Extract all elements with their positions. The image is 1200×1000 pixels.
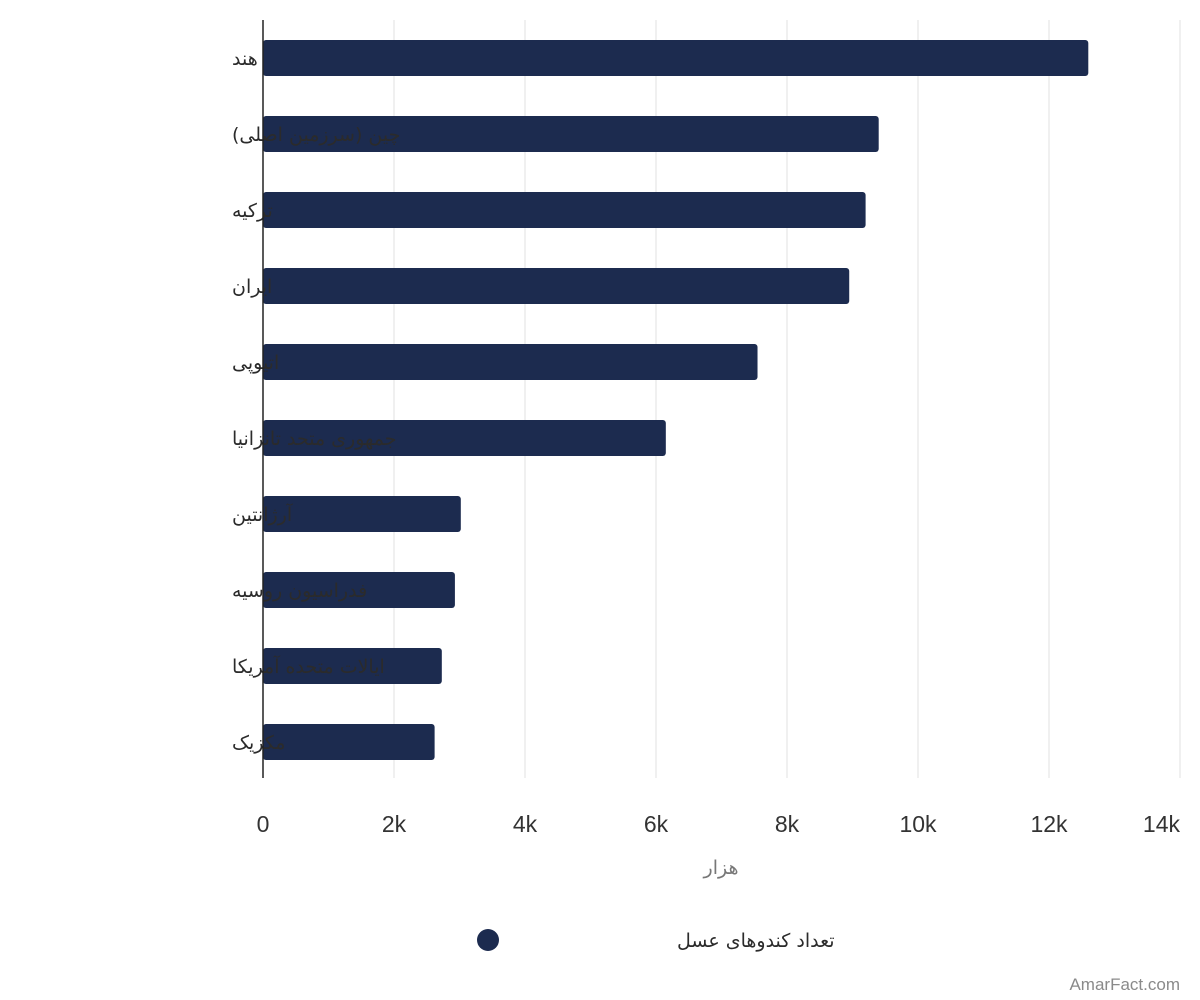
category-labels: هند چین (سرزمین اصلی) ترکیه ایران اتیوپی جمهو… (232, 48, 400, 754)
bar[interactable] (263, 268, 850, 304)
bar[interactable] (263, 420, 666, 456)
x-tick-label: 8k (775, 811, 800, 837)
x-axis-title: هزار (703, 857, 739, 879)
category-label: جمهوری متحد تانزانیا (232, 428, 397, 450)
bar[interactable] (263, 40, 1089, 76)
bar[interactable] (263, 344, 758, 380)
category-label: ایران (232, 276, 272, 298)
x-tick-label: 10k (899, 811, 937, 837)
x-tick-labels: 0 2k 4k 6k 8k 10k 12k 14k (257, 811, 1181, 837)
category-label: هند (232, 48, 258, 70)
x-tick-label: 14k (1143, 811, 1181, 837)
x-tick-label: 0 (257, 811, 270, 837)
category-label: چین (سرزمین اصلی) (232, 124, 400, 146)
legend-swatch (477, 929, 499, 951)
category-label: مکزیک (232, 732, 285, 754)
category-label: ترکیه (232, 200, 273, 222)
category-label: اتیوپی (232, 352, 279, 374)
x-tick-label: 6k (644, 811, 669, 837)
legend-label: تعداد کندوهای عسل (677, 930, 835, 952)
bar[interactable] (263, 496, 461, 532)
legend[interactable]: تعداد کندوهای عسل (477, 929, 835, 952)
credit-text[interactable]: AmarFact.com (1069, 975, 1180, 994)
category-label: فدراسیون روسیه (232, 580, 367, 602)
x-tick-label: 12k (1030, 811, 1068, 837)
bar[interactable] (263, 192, 866, 228)
category-label: ایالات متحده آمریکا (232, 654, 385, 678)
bars (263, 40, 1089, 760)
bar[interactable] (263, 724, 435, 760)
x-tick-label: 2k (382, 811, 407, 837)
x-tick-label: 4k (513, 811, 538, 837)
bar[interactable] (263, 572, 455, 608)
bar[interactable] (263, 648, 442, 684)
bar[interactable] (263, 116, 879, 152)
